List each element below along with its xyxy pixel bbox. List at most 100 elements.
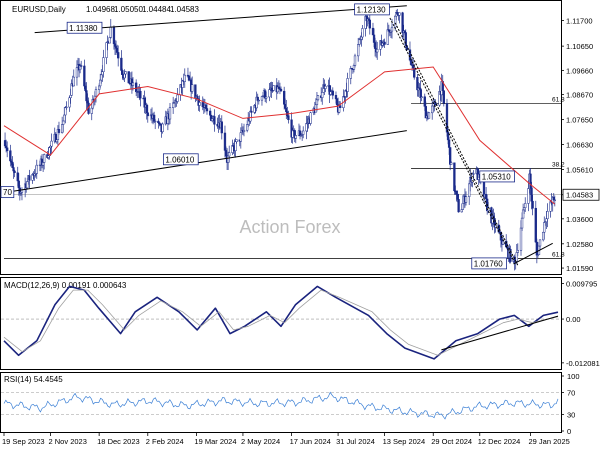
price-panel-frame: [0, 0, 562, 275]
candle: [250, 106, 253, 118]
candle-body: [131, 82, 135, 86]
candle-body: [57, 129, 61, 133]
current-price-box: [562, 188, 600, 201]
candle-body: [127, 71, 130, 84]
macd-title: MACD(12,26,9) 0.00191 0.000643: [4, 281, 127, 290]
candle-body: [105, 42, 108, 58]
price-annotations: 1.11380 1.12130 1.06010 1.05310 1.01760 70: [0, 3, 515, 270]
candle-body: [373, 42, 377, 49]
moving-average-line: [3, 66, 556, 205]
candle: [324, 83, 327, 93]
candle-body: [456, 194, 459, 200]
candle-body: [168, 107, 172, 120]
candle-body: [346, 78, 349, 92]
candle-body: [35, 164, 38, 174]
candle-body: [114, 46, 118, 49]
fibonacci-label: 38.2: [552, 161, 565, 168]
candle: [516, 243, 519, 257]
candle-body: [16, 172, 19, 182]
candle-body: [543, 222, 546, 233]
price-annotation-box: [0, 186, 15, 199]
ohlc-open: 1.04968: [86, 5, 115, 14]
candle-body: [121, 70, 124, 75]
candle-body: [139, 90, 142, 99]
candle: [316, 95, 320, 102]
price-tick-label: 1.02580: [566, 240, 593, 249]
candle-body: [523, 207, 526, 211]
candle: [361, 24, 364, 41]
candle-body: [152, 114, 156, 122]
candle-body: [100, 74, 103, 81]
candle-body: [124, 71, 127, 75]
candle-body: [349, 67, 352, 79]
candle-body: [520, 217, 524, 229]
price-annotation-label: 1.06010: [165, 155, 194, 164]
time-tick-label: 2 May 2024: [241, 437, 280, 446]
candle: [383, 38, 386, 49]
candle-body: [516, 250, 519, 253]
candle-body: [468, 183, 471, 197]
candle-body: [401, 12, 404, 34]
candle-body: [398, 12, 401, 16]
rsi-tick-label: 0: [567, 427, 571, 436]
candle-body: [176, 94, 179, 102]
candle-body: [250, 110, 253, 113]
macd-tick-label: 0.00: [566, 315, 581, 324]
candle-body: [457, 199, 460, 213]
candle-body: [112, 26, 116, 45]
candle-body: [272, 85, 275, 91]
candle-body: [324, 85, 327, 89]
candle: [542, 231, 545, 242]
macd-axis: 0.009795 0.00 -0.012081: [561, 280, 600, 368]
candle: [127, 71, 130, 84]
candle-body: [83, 65, 86, 87]
rsi-axis: 100 70 30 0: [561, 372, 580, 436]
candle-body: [329, 91, 332, 95]
candle-body: [65, 106, 68, 109]
candle-body: [55, 139, 59, 143]
candle-body: [113, 43, 117, 47]
candle-body: [205, 108, 209, 112]
candle-body: [279, 88, 283, 92]
candle-body: [198, 102, 201, 106]
price-tick-label: 1.07650: [566, 116, 593, 125]
candle-body: [204, 104, 208, 109]
candle-body: [309, 112, 312, 124]
candle: [102, 49, 105, 78]
price-tick-label: 1.10650: [566, 42, 593, 51]
candle-body: [84, 85, 87, 91]
candle: [368, 13, 371, 35]
candle-body: [553, 199, 556, 201]
candle-body: [277, 86, 281, 89]
candle-body: [294, 135, 297, 139]
price-axis: 1.11700 1.10650 1.09660 1.08670 1.07650 1.066…: [561, 16, 600, 273]
price-annotation-box: [479, 170, 515, 183]
price-tick-label: 1.03600: [566, 215, 593, 224]
candle: [205, 102, 209, 115]
candle: [331, 87, 334, 100]
rsi-tick-label: 70: [567, 389, 575, 398]
candle-body: [120, 57, 123, 71]
candle-body: [501, 240, 505, 245]
candle: [28, 169, 31, 189]
time-tick-label: 18 Dec 2023: [97, 437, 140, 446]
candle-body: [154, 120, 157, 123]
watermark: Action Forex: [239, 217, 340, 237]
candle-body: [60, 124, 64, 133]
candle-body: [335, 98, 339, 106]
candle-body: [146, 112, 149, 117]
candle-body: [447, 139, 451, 148]
candle-body: [75, 67, 79, 78]
candle-body: [460, 209, 463, 213]
candle-body: [542, 231, 545, 241]
candle-body: [62, 120, 65, 125]
price-tick-label: 1.09660: [566, 66, 593, 75]
fibonacci-label: 61.8: [552, 97, 565, 104]
candle-body: [390, 26, 394, 32]
candle-body: [521, 209, 525, 219]
candle-body: [515, 252, 518, 262]
candle-body: [68, 97, 71, 108]
candle-body: [63, 114, 66, 122]
candle-body: [315, 99, 319, 106]
rsi-tick-label: 30: [567, 411, 575, 420]
